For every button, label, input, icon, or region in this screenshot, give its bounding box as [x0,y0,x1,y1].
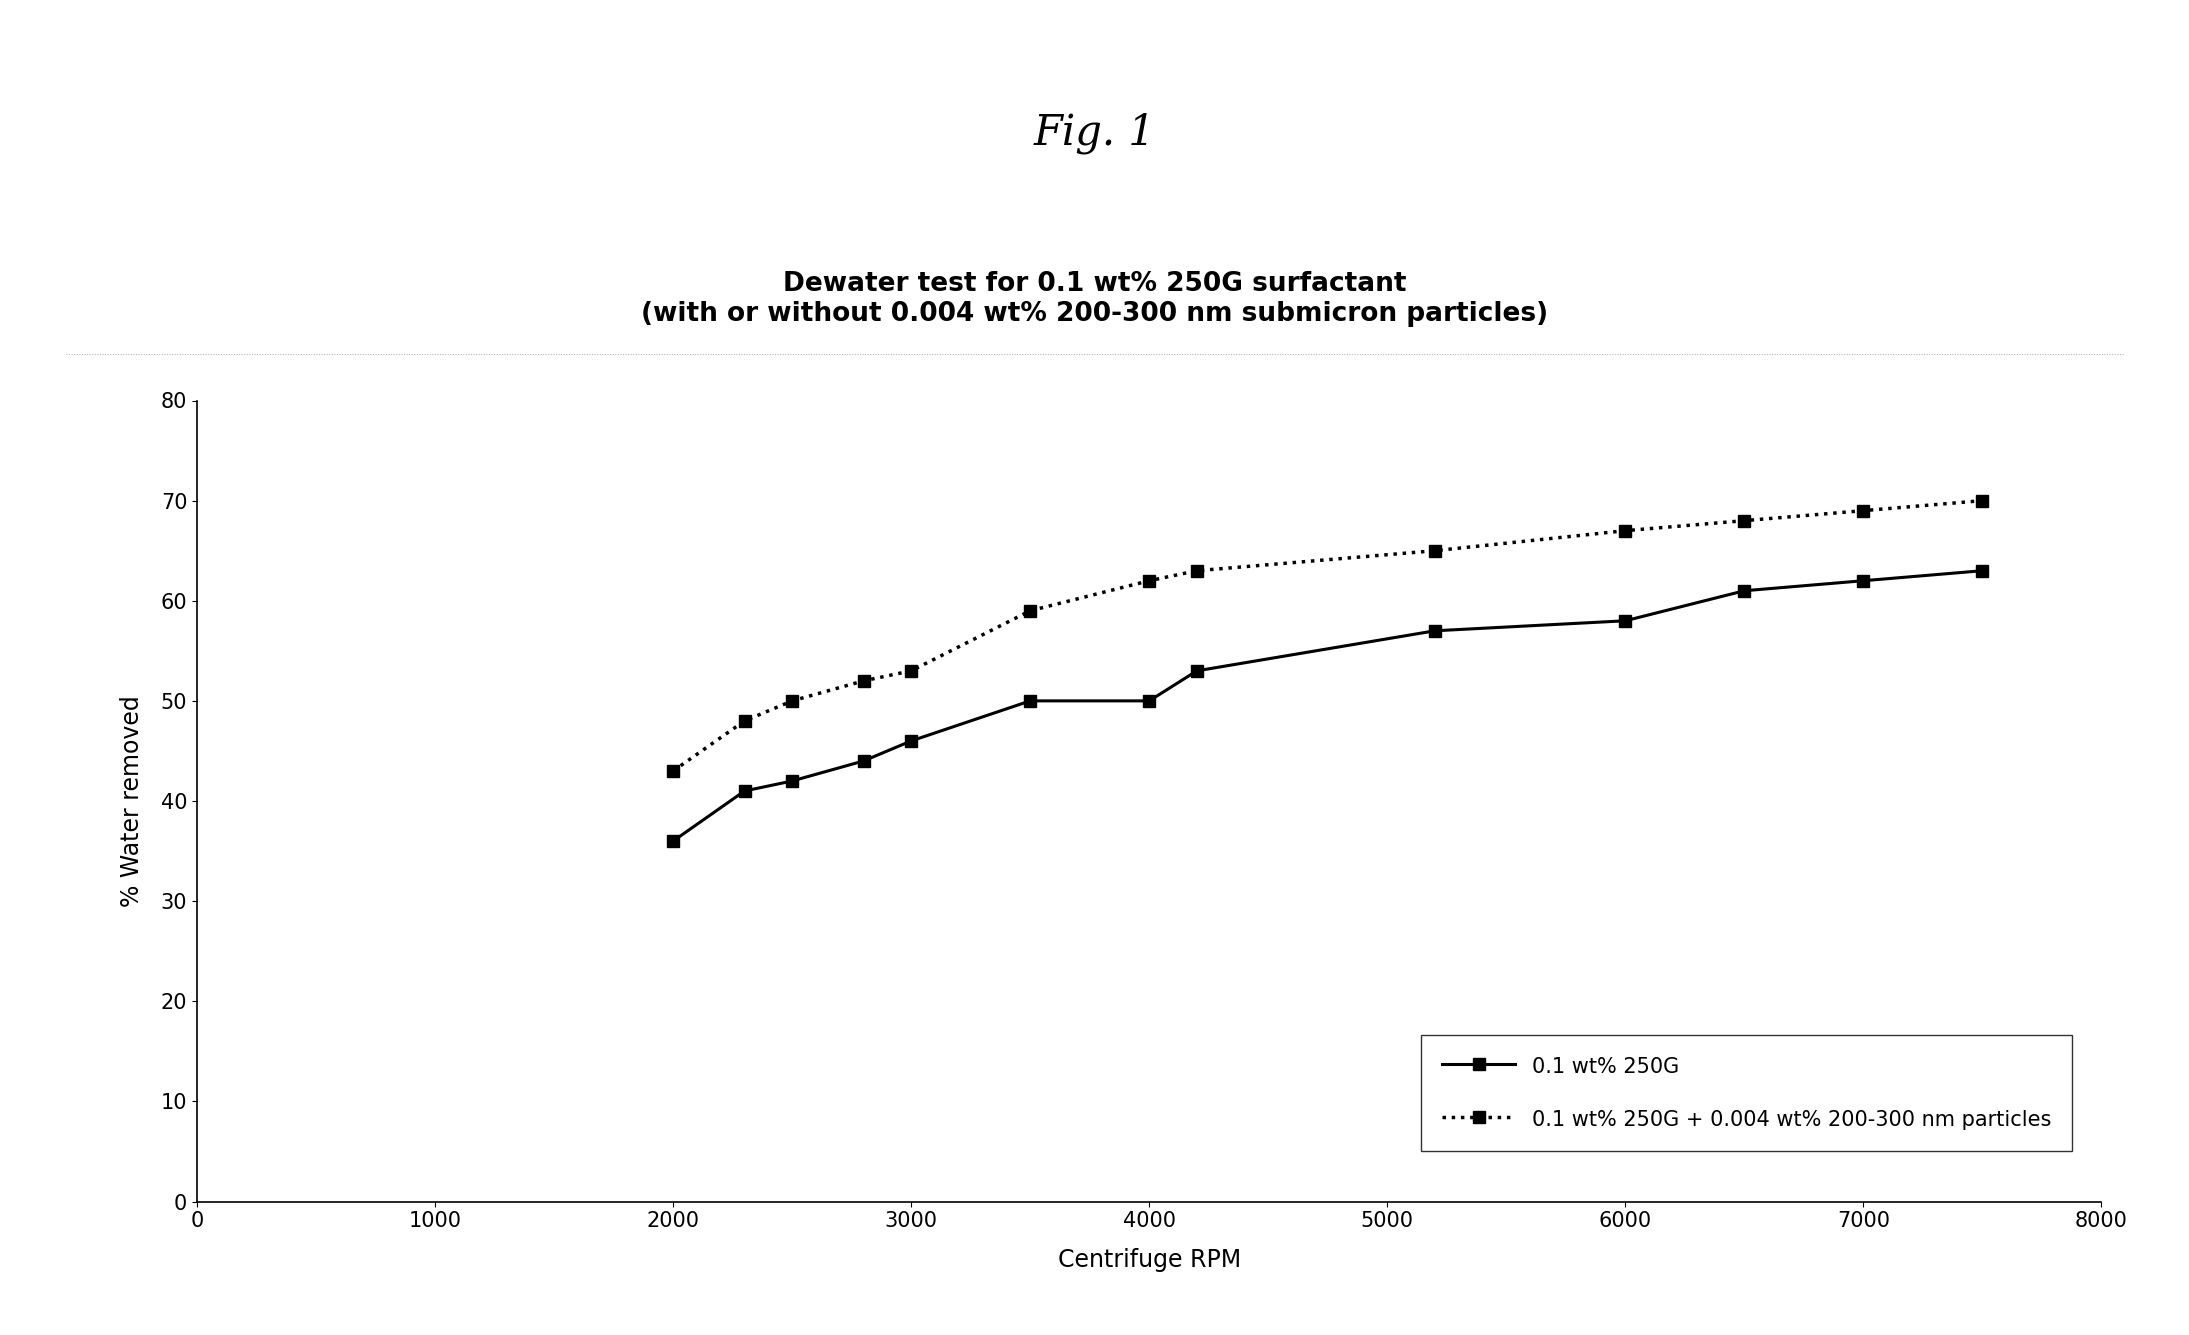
Text: Dewater test for 0.1 wt% 250G surfactant
(with or without 0.004 wt% 200-300 nm s: Dewater test for 0.1 wt% 250G surfactant… [641,271,1548,327]
0.1 wt% 250G [1611,613,1637,629]
Line: 0.1 wt% 250G: 0.1 wt% 250G [668,565,1988,848]
Text: Fig. 1: Fig. 1 [1033,112,1156,155]
0.1 wt% 250G [1850,573,1876,589]
0.1 wt% 250G + 0.004 wt% 200-300 nm particles [731,713,757,729]
Y-axis label: % Water removed: % Water removed [120,696,144,906]
0.1 wt% 250G [1018,693,1044,709]
0.1 wt% 250G + 0.004 wt% 200-300 nm particles [779,693,806,709]
0.1 wt% 250G [1731,582,1758,598]
0.1 wt% 250G + 0.004 wt% 200-300 nm particles [1611,522,1637,538]
Line: 0.1 wt% 250G + 0.004 wt% 200-300 nm particles: 0.1 wt% 250G + 0.004 wt% 200-300 nm part… [668,494,1988,777]
0.1 wt% 250G [1136,693,1162,709]
0.1 wt% 250G [1423,622,1449,639]
0.1 wt% 250G + 0.004 wt% 200-300 nm particles [661,764,687,780]
0.1 wt% 250G + 0.004 wt% 200-300 nm particles [897,663,924,680]
0.1 wt% 250G + 0.004 wt% 200-300 nm particles [1970,493,1996,509]
X-axis label: Centrifuge RPM: Centrifuge RPM [1057,1248,1241,1272]
0.1 wt% 250G [661,833,687,849]
0.1 wt% 250G [849,753,876,769]
0.1 wt% 250G [731,782,757,798]
0.1 wt% 250G [779,773,806,789]
0.1 wt% 250G [1184,663,1211,680]
0.1 wt% 250G [897,733,924,749]
0.1 wt% 250G + 0.004 wt% 200-300 nm particles [1018,603,1044,619]
0.1 wt% 250G + 0.004 wt% 200-300 nm particles [1731,513,1758,529]
0.1 wt% 250G + 0.004 wt% 200-300 nm particles [849,673,876,689]
0.1 wt% 250G [1970,563,1996,579]
0.1 wt% 250G + 0.004 wt% 200-300 nm particles [1850,503,1876,519]
Legend: 0.1 wt% 250G, 0.1 wt% 250G + 0.004 wt% 200-300 nm particles: 0.1 wt% 250G, 0.1 wt% 250G + 0.004 wt% 2… [1421,1035,2073,1151]
0.1 wt% 250G + 0.004 wt% 200-300 nm particles [1423,542,1449,558]
0.1 wt% 250G + 0.004 wt% 200-300 nm particles [1136,573,1162,589]
0.1 wt% 250G + 0.004 wt% 200-300 nm particles [1184,563,1211,579]
